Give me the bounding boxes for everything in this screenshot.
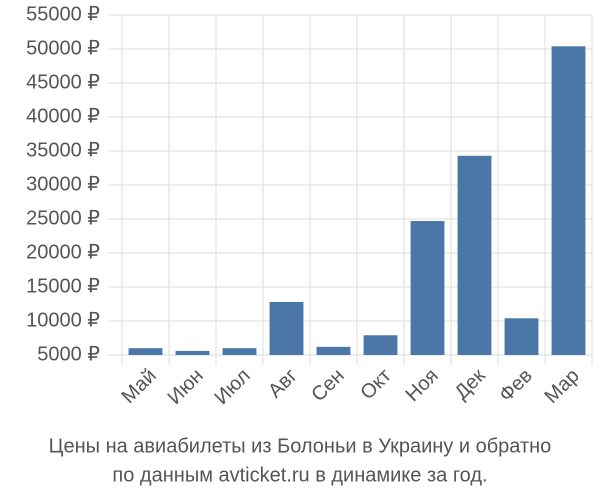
x-tick-label: Мар — [541, 365, 584, 408]
y-tick-label: 40000 ₽ — [26, 105, 100, 127]
bar — [363, 335, 398, 355]
x-tick-label: Дек — [451, 365, 490, 404]
bar — [175, 350, 210, 355]
x-tick-label: Июн — [164, 365, 208, 409]
chart-title: по данным avticket.ru в динамике за год. — [112, 464, 487, 486]
y-tick-label: 15000 ₽ — [26, 275, 100, 297]
x-tick-label: Сен — [307, 365, 348, 406]
x-tick-label: Ноя — [401, 365, 442, 406]
y-tick-label: 35000 ₽ — [26, 139, 100, 161]
bar — [269, 301, 304, 355]
bar — [410, 221, 445, 355]
x-tick-label: Май — [118, 365, 161, 408]
y-tick-label: 30000 ₽ — [26, 173, 100, 195]
y-tick-label: 50000 ₽ — [26, 37, 100, 59]
bar — [504, 318, 539, 355]
chart-title: Цены на авиабилеты из Болоньи в Украину … — [49, 435, 552, 457]
y-tick-label: 45000 ₽ — [26, 71, 100, 93]
bar — [128, 348, 163, 355]
x-tick-label: Авг — [264, 365, 302, 403]
bar — [316, 346, 351, 355]
x-tick-label: Июл — [210, 365, 254, 409]
bar — [551, 46, 586, 355]
bar — [457, 155, 492, 355]
x-tick-label: Фев — [495, 365, 537, 407]
y-tick-label: 10000 ₽ — [26, 309, 100, 331]
y-tick-label: 20000 ₽ — [26, 241, 100, 263]
y-tick-label: 55000 ₽ — [26, 3, 100, 25]
y-tick-label: 5000 ₽ — [37, 343, 100, 365]
x-tick-label: Окт — [356, 365, 395, 404]
y-tick-label: 25000 ₽ — [26, 207, 100, 229]
bar — [222, 348, 257, 355]
